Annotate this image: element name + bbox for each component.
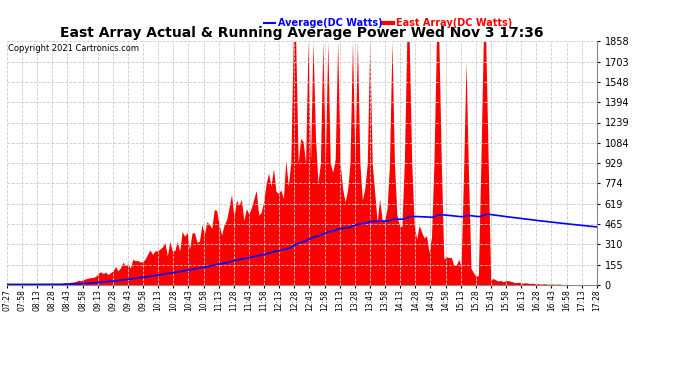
Text: Average(DC Watts): Average(DC Watts): [278, 18, 383, 28]
Text: East Array(DC Watts): East Array(DC Watts): [396, 18, 513, 28]
Title: East Array Actual & Running Average Power Wed Nov 3 17:36: East Array Actual & Running Average Powe…: [60, 26, 544, 40]
Text: Copyright 2021 Cartronics.com: Copyright 2021 Cartronics.com: [8, 44, 139, 52]
